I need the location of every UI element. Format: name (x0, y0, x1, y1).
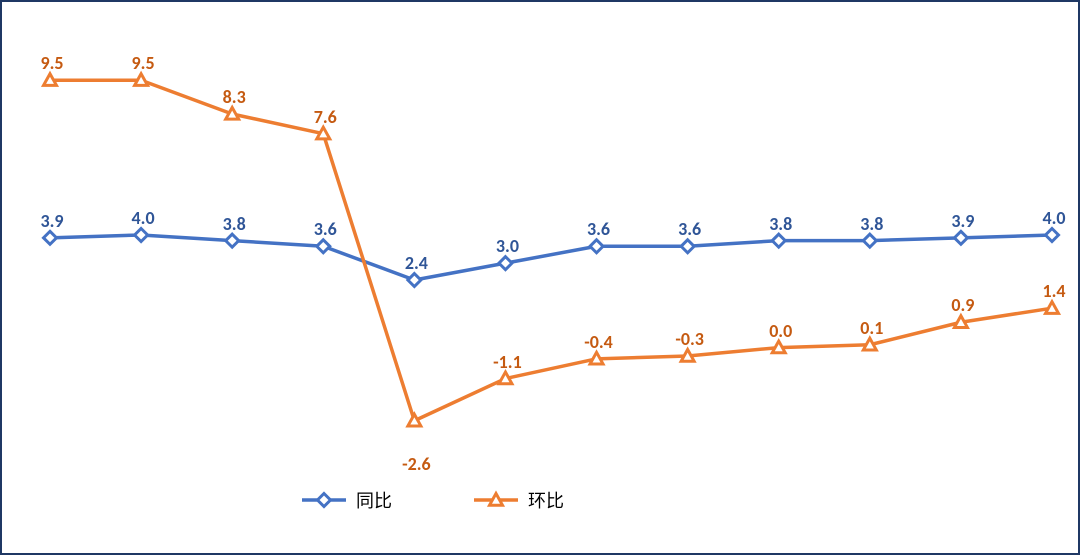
legend-item: 环比 (474, 487, 564, 513)
legend-label: 同比 (356, 487, 392, 513)
triangle-icon (474, 490, 518, 510)
chart-container: 3.94.03.83.62.43.03.63.63.83.83.94.09.59… (0, 0, 1080, 555)
legend-label: 环比 (528, 487, 564, 513)
line-chart (2, 2, 1078, 553)
legend-item: 同比 (302, 487, 392, 513)
diamond-icon (302, 490, 346, 510)
